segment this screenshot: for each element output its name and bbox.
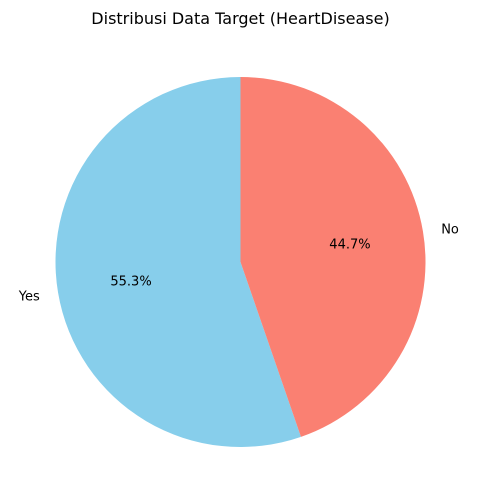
slice-label-no: No — [441, 222, 459, 237]
slice-percent-no: 44.7% — [329, 238, 370, 253]
chart-title: Distribusi Data Target (HeartDisease) — [91, 9, 389, 28]
slice-label-yes: Yes — [18, 290, 40, 305]
slice-percent-yes: 55.3% — [110, 274, 151, 289]
pie-slices — [56, 77, 426, 447]
